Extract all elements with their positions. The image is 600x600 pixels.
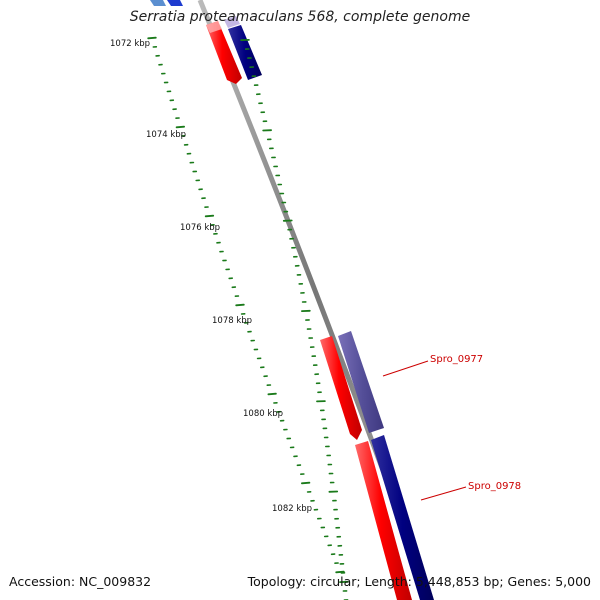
topology-summary: Topology: circular; Length: 5,448,853 bp…: [247, 574, 591, 589]
ruler-label-1080: 1080 kbp: [243, 409, 283, 419]
gene-spro-0977[interactable]: [320, 331, 384, 440]
reverse-gene-0978: [371, 435, 434, 600]
accession-text: Accession: NC_009832: [9, 574, 152, 589]
reverse-gene-top-tint: [224, 16, 240, 28]
ruler-major-tick: [335, 570, 345, 574]
partial-gene-blue: [167, 0, 183, 6]
ruler-label-1078: 1078 kbp: [212, 316, 252, 326]
callout-line-0977: [382, 360, 429, 377]
ruler-label-1074: 1074 kbp: [146, 130, 186, 140]
ruler-major-tick: [147, 36, 157, 40]
forward-gene-0977: [320, 336, 362, 440]
forward-gene-0978: [355, 441, 412, 600]
callout-line-0978: [420, 486, 467, 501]
ruler-ticks-right: [240, 39, 349, 600]
forward-gene-top: [206, 21, 242, 84]
gene-callouts: Spro_0977 Spro_0978: [382, 354, 521, 501]
gene-label-0977[interactable]: Spro_0977: [430, 354, 483, 365]
top-gene-pair: [206, 16, 262, 84]
reverse-gene-0977: [338, 331, 384, 433]
forward-gene-top-tint: [206, 21, 222, 33]
ruler-label-1082: 1082 kbp: [272, 504, 312, 514]
ruler-ticks-left: [147, 36, 345, 574]
ruler-major-tick: [300, 481, 311, 485]
ruler-major-tick: [175, 125, 186, 129]
ruler-labels: 1072 kbp 1074 kbp 1076 kbp 1078 kbp 1080…: [110, 39, 312, 514]
ruler-major-tick: [204, 214, 215, 218]
map-title: Serratia proteamaculans 568, complete ge…: [129, 9, 471, 25]
ruler-major-tick: [267, 392, 277, 396]
partial-gene-blue-light: [150, 0, 166, 6]
gene-spro-0978[interactable]: [355, 435, 434, 600]
gene-label-0978[interactable]: Spro_0978: [468, 481, 521, 492]
ruler-label-1072: 1072 kbp: [110, 39, 150, 49]
top-partial-genes: [150, 0, 183, 6]
ruler-major-tick: [235, 303, 245, 307]
ruler-label-1076: 1076 kbp: [180, 223, 220, 233]
